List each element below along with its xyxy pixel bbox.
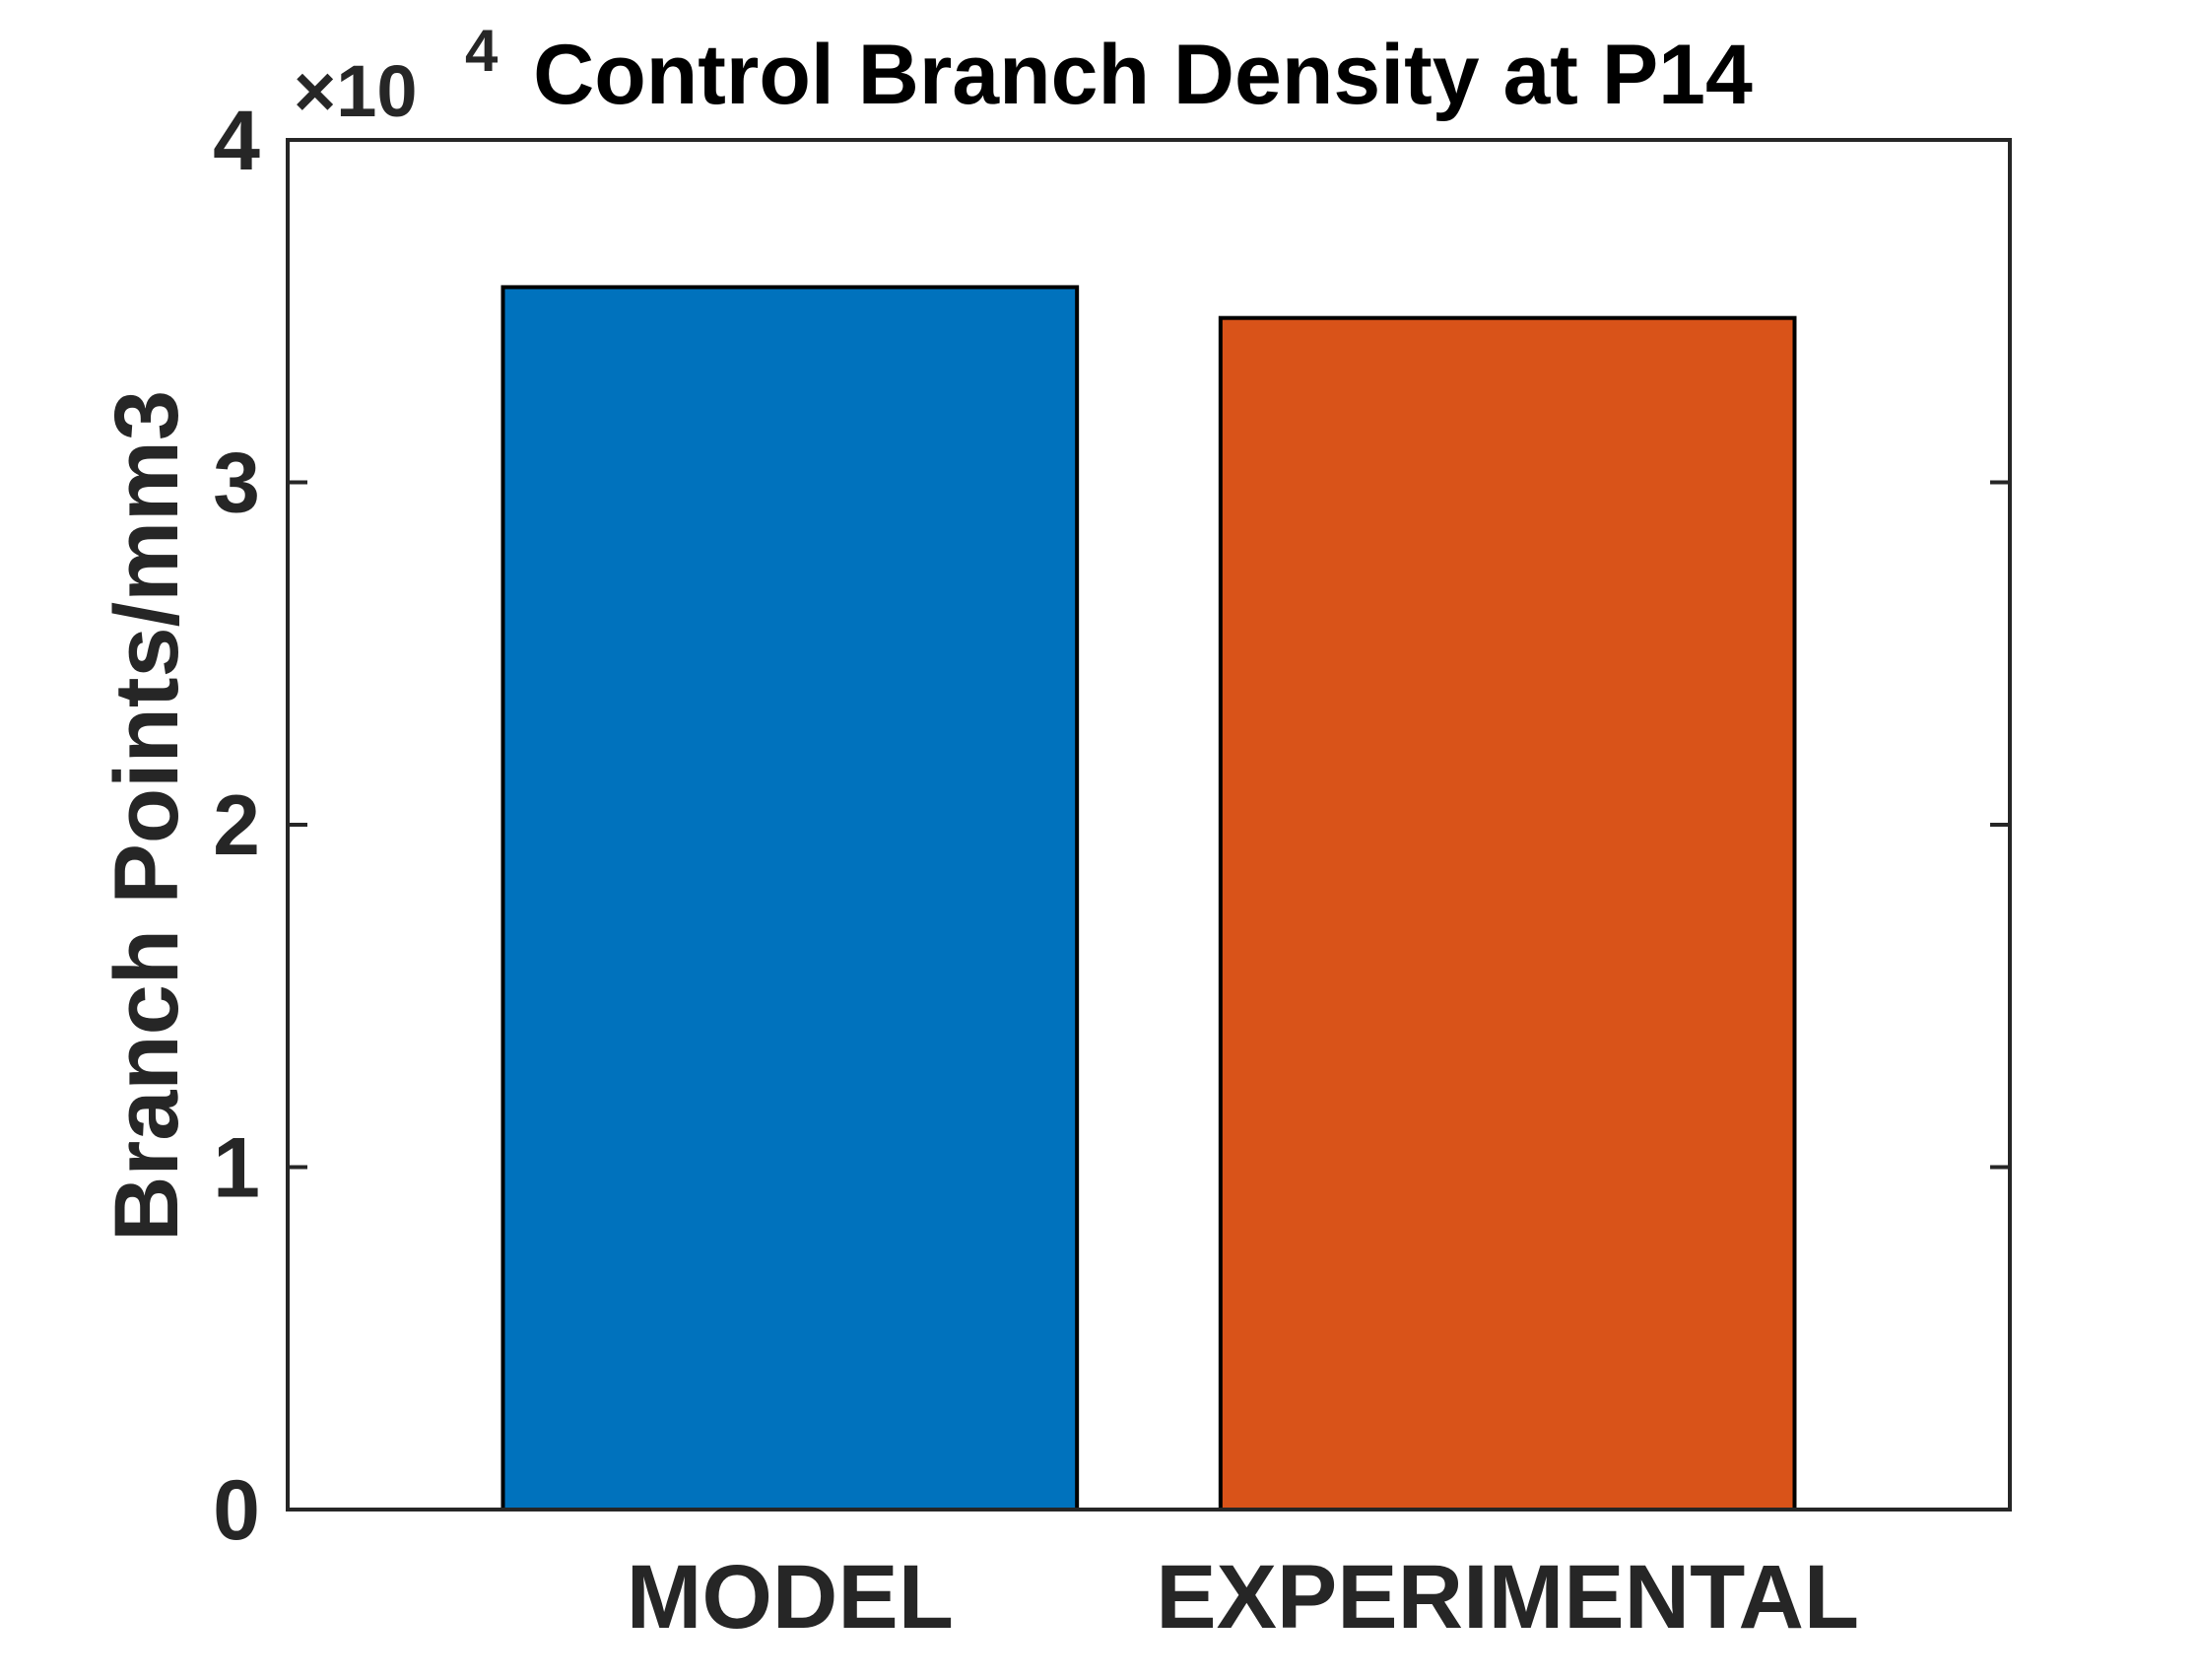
y-tick-label: 4 [213,94,260,188]
y-tick-label: 3 [213,437,260,531]
y-tick-label: 0 [213,1463,260,1558]
bars-layer [500,285,1797,1512]
y-exponent-power: 4 [465,18,499,84]
y-axis-label: Branch Points/mm3 [97,390,197,1242]
y-exponent-base: ×10 [294,50,418,132]
chart-title: Control Branch Density at P14 [533,28,1753,122]
x-tick-label-experimental: EXPERIMENTAL [1156,1547,1859,1647]
ticks-layer [288,138,2010,1512]
labels-layer: MODEL EXPERIMENTAL 0 1 2 3 4 [213,94,1859,1647]
x-tick-label-model: MODEL [627,1547,954,1647]
y-tick-label: 2 [213,778,260,873]
bar-experimental [1218,315,1797,1512]
bar-model [500,285,1080,1512]
y-tick-label: 1 [213,1121,260,1216]
